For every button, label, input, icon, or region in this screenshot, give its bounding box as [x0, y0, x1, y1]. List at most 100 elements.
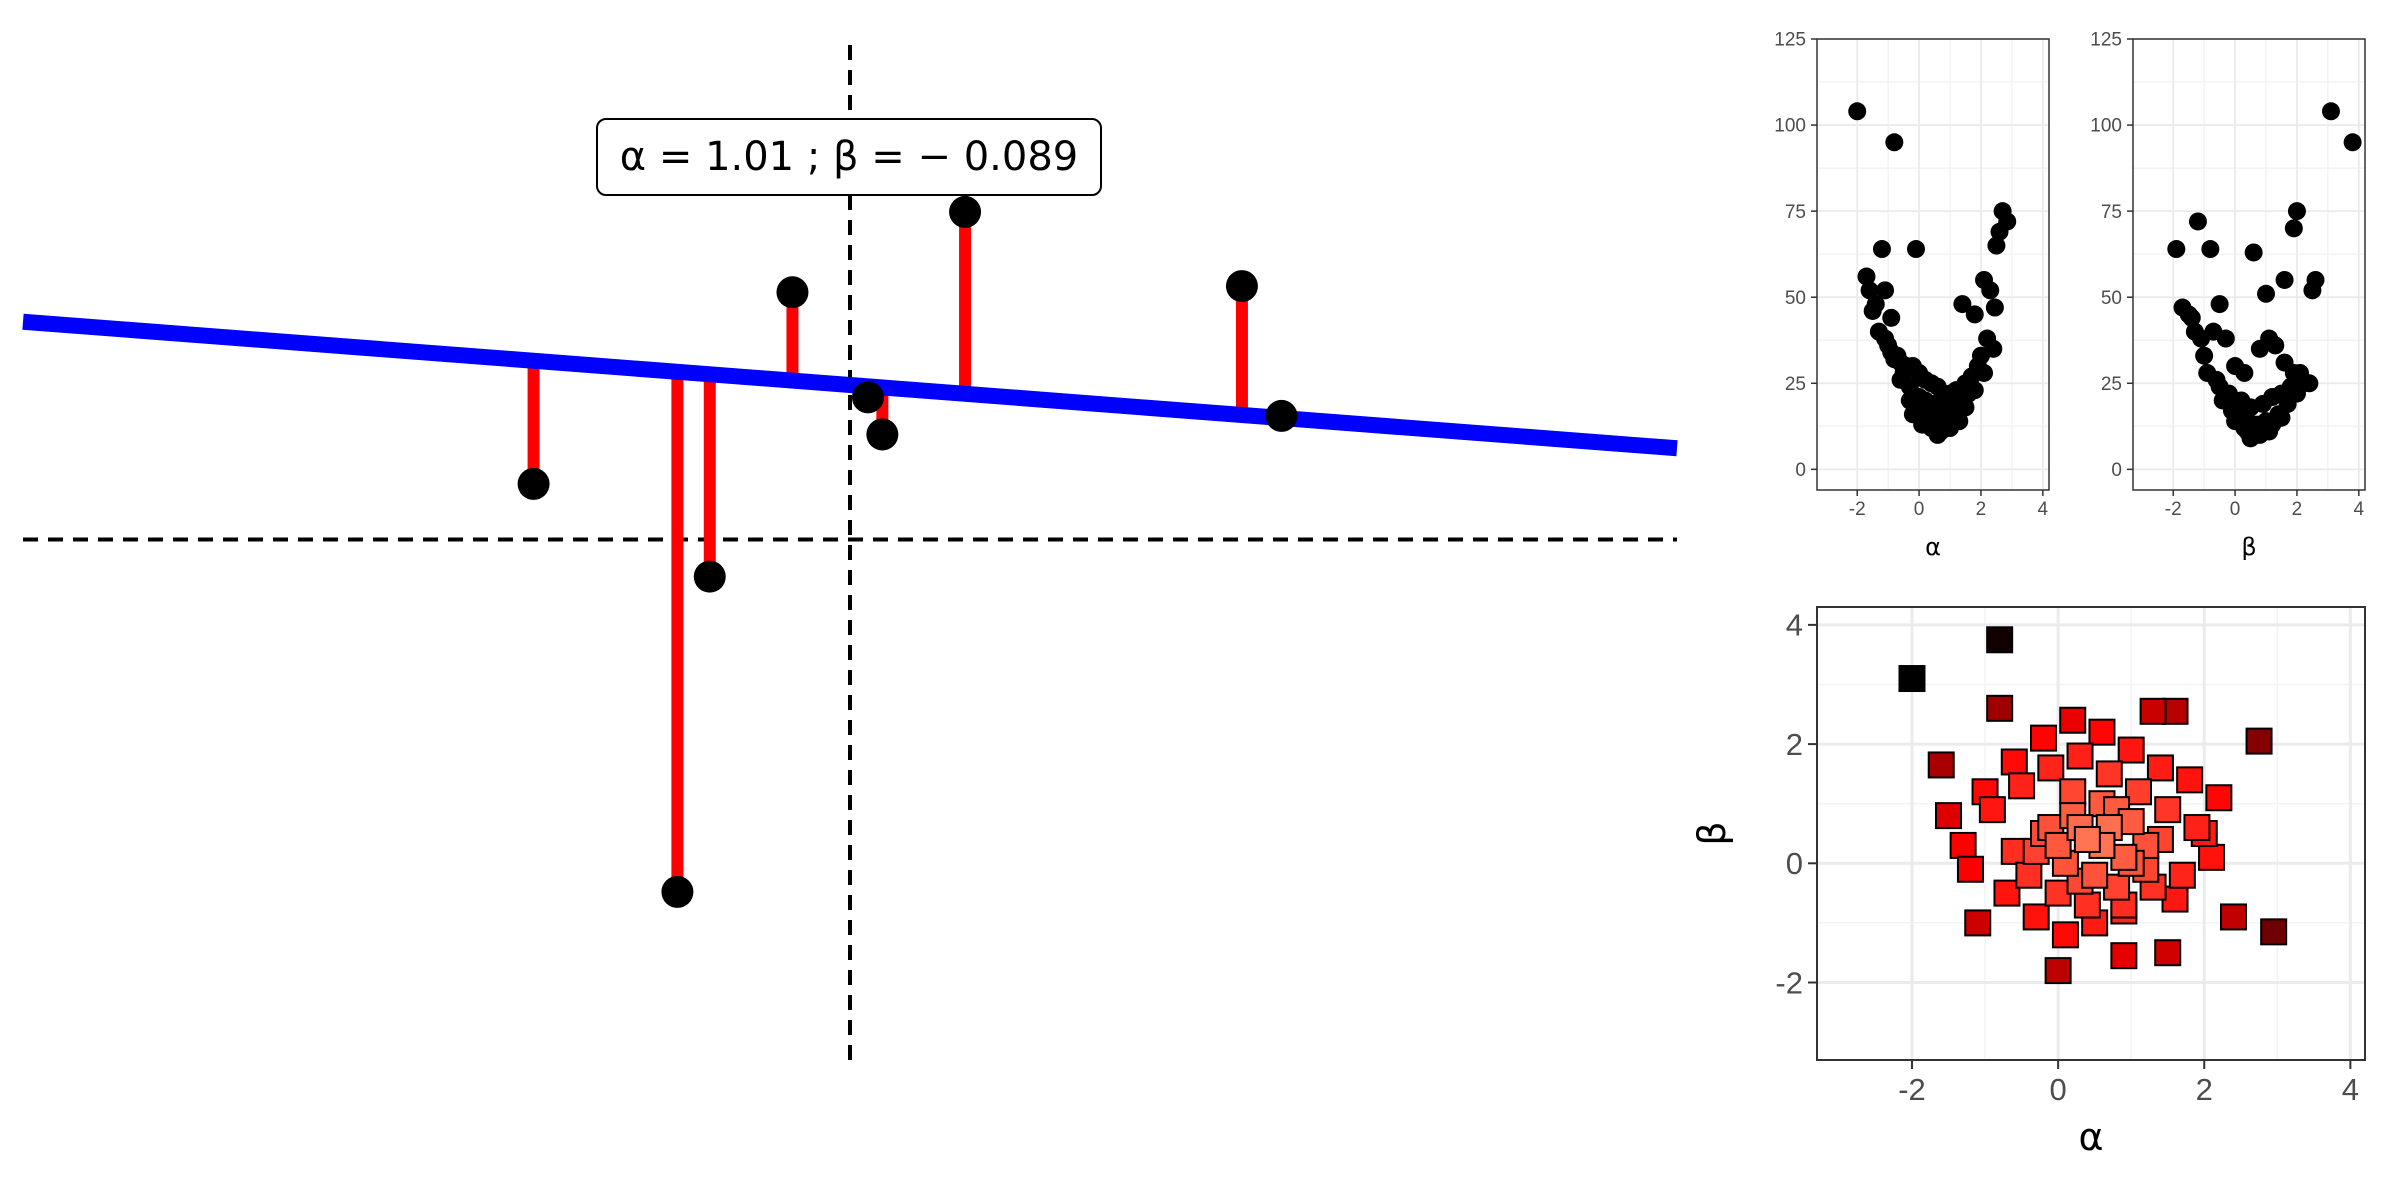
loss-point: [2241, 429, 2260, 448]
loss-point: [1906, 240, 1925, 259]
x-tick-label: 2: [2292, 499, 2303, 520]
parameter-sample-square: [2219, 903, 2247, 931]
parameter-sample-square: [2088, 718, 2116, 746]
parameter-sample-square: [1986, 626, 2014, 654]
parameter-sample-square: [2124, 778, 2152, 806]
parameter-sample-square: [2059, 778, 2087, 806]
parameter-sample-square: [2030, 724, 2058, 752]
data-point: [1225, 270, 1258, 303]
loss-point: [2266, 336, 2285, 355]
loss-point: [2257, 284, 2276, 303]
loss-point: [2260, 422, 2279, 441]
y-tick-label: 0: [2111, 460, 2122, 481]
loss-point: [2210, 295, 2229, 314]
parameter-sample-square: [2022, 903, 2050, 931]
parameter-sample-square: [2176, 766, 2204, 794]
loss-point: [2321, 102, 2340, 121]
parameter-sample-square: [2073, 891, 2101, 919]
parameter-sample-square: [2154, 939, 2182, 967]
y-tick-label: 100: [2090, 116, 2122, 137]
data-point: [866, 418, 899, 451]
loss-point: [1872, 240, 1891, 259]
parameter-sample-square: [2245, 727, 2273, 755]
loss-point: [2303, 281, 2322, 300]
loss-point: [1860, 281, 1879, 300]
loss-point: [1876, 281, 1895, 300]
parameter-sample-square: [2154, 796, 2182, 824]
x-tick-label: 0: [2230, 499, 2241, 520]
y-tick-label: 2: [1786, 727, 1803, 762]
y-tick-label: 25: [1785, 374, 1806, 395]
loss-point: [1885, 350, 1904, 369]
parameter-sample-square: [2037, 754, 2065, 782]
parameter-sample-square: [1935, 802, 1963, 830]
x-tick-label: 4: [2038, 499, 2049, 520]
loss-point: [2287, 202, 2306, 221]
parameter-sample-square: [2139, 697, 2167, 725]
loss-point: [1863, 301, 1882, 320]
panel-border: [2132, 38, 2366, 491]
y-axis-label: β: [1690, 821, 1734, 845]
parameter-sample-square: [1964, 909, 1992, 937]
loss-point: [1885, 133, 1904, 152]
parameter-sample-square: [2183, 814, 2211, 842]
y-tick-label: 4: [1786, 608, 1803, 643]
loss-point: [2272, 408, 2291, 427]
parameter-sample-square: [2260, 918, 2288, 946]
y-tick-label: 125: [2090, 30, 2122, 51]
parameter-sample-square: [1949, 831, 1977, 859]
data-point: [517, 467, 550, 500]
loss-point: [1944, 391, 1963, 410]
x-axis-label: α: [2078, 1115, 2103, 1159]
y-tick-label: 50: [1785, 288, 1806, 309]
x-tick-label: 4: [2342, 1072, 2359, 1107]
parameter-sample-square: [2000, 748, 2028, 776]
parameter-sample-square: [2205, 784, 2233, 812]
loss-point: [1990, 222, 2009, 241]
loss-point: [2284, 219, 2303, 238]
loss-point: [1984, 339, 2003, 358]
loss-point: [2188, 212, 2207, 231]
loss-vs-alpha-panel: -2 0 2 4 0 25 50 75 100 125 α: [1774, 30, 2050, 561]
parameter-sample-square: [2051, 921, 2079, 949]
loss-point: [1928, 425, 1947, 444]
parameter-sample-square: [1986, 694, 2014, 722]
data-point: [776, 276, 809, 309]
loss-vs-beta-panel: -2 0 2 4 0 25 50 75 100 125 β: [2090, 30, 2366, 561]
data-point: [851, 381, 884, 414]
loss-point: [2167, 240, 2186, 259]
parameter-sample-square: [1898, 665, 1926, 693]
parameter-sample-square: [2095, 760, 2123, 788]
parameter-sample-square: [2117, 736, 2145, 764]
x-tick-label: 2: [1976, 499, 1987, 520]
loss-point: [2201, 240, 2220, 259]
panel-border: [1816, 38, 2050, 491]
loss-point: [2182, 308, 2201, 327]
y-tick-label: 0: [1795, 460, 1806, 481]
loss-point: [1985, 298, 2004, 317]
loss-point: [1965, 305, 1984, 324]
loss-point: [2244, 243, 2263, 262]
loss-point: [2195, 346, 2214, 365]
parameter-sample-square: [2073, 825, 2101, 853]
parameter-sample-square: [2066, 742, 2094, 770]
x-axis-label: β: [2241, 533, 2256, 561]
parameter-sample-square: [2168, 861, 2196, 889]
loss-point: [2235, 363, 2254, 382]
parameter-sample-square: [1956, 855, 1984, 883]
x-tick-label: 0: [1914, 499, 1925, 520]
loss-point: [2343, 133, 2362, 152]
y-tick-label: -2: [1775, 965, 1803, 1000]
y-tick-label: 100: [1774, 116, 1806, 137]
y-tick-label: 25: [2101, 374, 2122, 395]
loss-point: [1857, 267, 1876, 286]
loss-point: [1848, 102, 1867, 121]
data-point: [949, 195, 982, 228]
parameter-sample-square: [1993, 879, 2021, 907]
parameter-sample-square: [2081, 861, 2109, 889]
y-tick-label: 0: [1786, 846, 1803, 881]
parameter-sample-square: [2059, 706, 2087, 734]
data-point: [1265, 399, 1298, 432]
parameter-sample-square: [2161, 885, 2189, 913]
